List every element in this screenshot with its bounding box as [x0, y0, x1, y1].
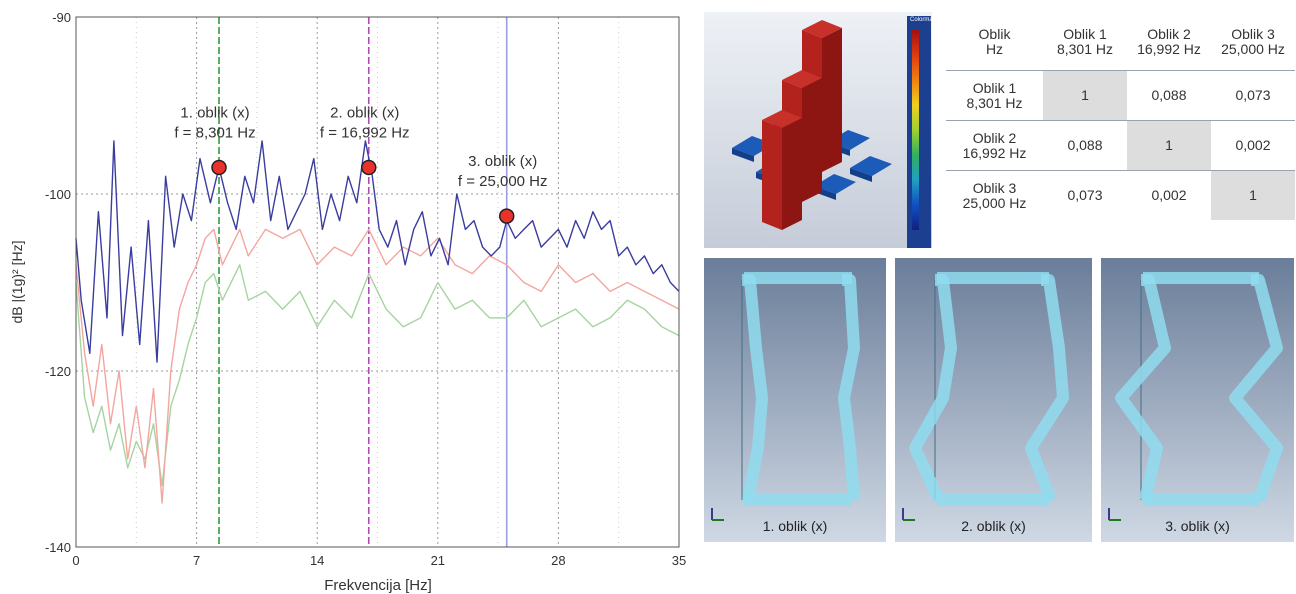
peak-marker	[211, 159, 227, 176]
x-tick-label: 21	[431, 553, 445, 568]
mac-table-row: Oblik 2 16,992 Hz 0,088 1 0,002	[946, 120, 1295, 171]
y-tick-label: -140	[45, 540, 71, 555]
mac-bar-low	[814, 174, 856, 194]
mode-shape-frame-2	[902, 272, 1069, 521]
peak-frequency-label: f = 8,301 Hz	[174, 124, 255, 141]
x-axis-label: Frekvencija [Hz]	[324, 577, 432, 594]
psd-series-line	[75, 228, 680, 504]
mac-bar-low	[850, 168, 872, 182]
axis-ticks: 0 7 14 21 28 35 -140 -120 -100 -90	[45, 10, 686, 568]
mac-table: Oblik Hz Oblik 1 8,301 Hz Oblik 2 16,992 Hz…	[946, 14, 1295, 220]
peak-frequency-label: f = 16,992 Hz	[320, 124, 410, 141]
mac-3d-bar-graphic	[732, 20, 892, 230]
mac-bar-diag	[802, 78, 822, 202]
mac-row-label: Oblik 1 8,301 Hz	[946, 70, 1043, 121]
mode-shape-frame-1	[711, 272, 860, 521]
mac-cell: 0,088	[1043, 120, 1127, 171]
x-tick-label: 28	[551, 553, 565, 568]
mac-cell: 0,088	[1127, 70, 1211, 121]
mac-cell: 1	[1127, 120, 1211, 171]
x-tick-label: 14	[310, 553, 324, 568]
psd-series	[75, 140, 680, 504]
mac-table-row: Oblik 3 25,000 Hz 0,073 0,002 1	[946, 170, 1295, 220]
x-tick-label: 7	[193, 553, 200, 568]
peak-frequency-label: f = 25,000 Hz	[458, 173, 548, 190]
psd-series-line	[75, 140, 680, 363]
mode-shape-frame-3	[1108, 272, 1283, 521]
mac-table-row: Oblik 1 8,301 Hz 1 0,088 0,073	[946, 70, 1295, 121]
plot-frame	[75, 16, 680, 548]
y-axis-label: dB |(1g)² [Hz]	[9, 241, 25, 324]
x-tick-label: 35	[672, 553, 686, 568]
mac-row-label: Oblik 2 16,992 Hz	[946, 120, 1043, 171]
mac-header-cell: Oblik 2 16,992 Hz	[1137, 26, 1201, 57]
psd-chart: 1. oblik (x) f = 8,301 Hz 2. oblik (x) f = …	[9, 10, 686, 594]
mac-cell: 0,002	[1211, 120, 1295, 171]
mac-bar-diag	[822, 28, 842, 172]
y-tick-label: -120	[45, 364, 71, 379]
mac-bar-low	[732, 148, 754, 162]
mac-cell: 1	[1211, 170, 1295, 220]
mac-bar-diag	[802, 20, 842, 38]
mac-bar-diag	[782, 70, 822, 88]
mac-header-cell: Oblik 1 8,301 Hz	[1056, 26, 1114, 57]
mac-cell: 0,002	[1127, 170, 1211, 220]
mac-diagonal-bars	[762, 20, 842, 230]
mac-3d-bar-panel	[704, 12, 932, 248]
peak-markers: 1. oblik (x) f = 8,301 Hz 2. oblik (x) f = …	[174, 104, 548, 224]
x-tick-label: 0	[72, 553, 79, 568]
psd-series-line	[75, 264, 680, 487]
peak-marker	[360, 159, 377, 176]
mac-colorbar-title: Colormap	[910, 17, 937, 23]
mode-shape-panel-3: 3. oblik (x)	[1101, 258, 1294, 542]
peak-marker	[498, 208, 515, 224]
mac-bar-low	[850, 156, 892, 176]
mode-shape-label: 1. oblik (x)	[762, 518, 828, 534]
mac-cell: 1	[1043, 70, 1127, 121]
mac-bar-diag	[782, 118, 802, 230]
mode-shape-panel-2: 2. oblik (x)	[895, 258, 1092, 542]
mac-colorbar-gradient	[912, 30, 919, 230]
mac-row-label: Oblik 3 25,000 Hz	[946, 170, 1043, 220]
peak-label: 1. oblik (x)	[180, 104, 249, 121]
mac-cell: 0,073	[1211, 70, 1295, 121]
mac-header-cell: Oblik Hz	[978, 26, 1011, 57]
mode-shape-label: 3. oblik (x)	[1165, 518, 1230, 534]
mac-table-header: Oblik Hz Oblik 1 8,301 Hz Oblik 2 16,992 Hz…	[946, 14, 1295, 71]
chart-grid	[76, 17, 679, 547]
mac-colorbar: Colormap	[907, 16, 936, 248]
peak-label: 2. oblik (x)	[330, 104, 399, 121]
mac-cell: 0,073	[1043, 170, 1127, 220]
mac-bar-diag	[762, 110, 802, 128]
mac-header-cell: Oblik 3 25,000 Hz	[1221, 26, 1285, 57]
mac-bar-diag	[762, 120, 782, 230]
mode-shape-panel-1: 1. oblik (x)	[704, 258, 886, 542]
mode-frequency-lines	[218, 17, 508, 547]
y-tick-label: -90	[52, 10, 71, 25]
y-tick-label: -100	[45, 187, 71, 202]
mode-shape-label: 2. oblik (x)	[961, 518, 1026, 534]
peak-label: 3. oblik (x)	[468, 153, 537, 170]
